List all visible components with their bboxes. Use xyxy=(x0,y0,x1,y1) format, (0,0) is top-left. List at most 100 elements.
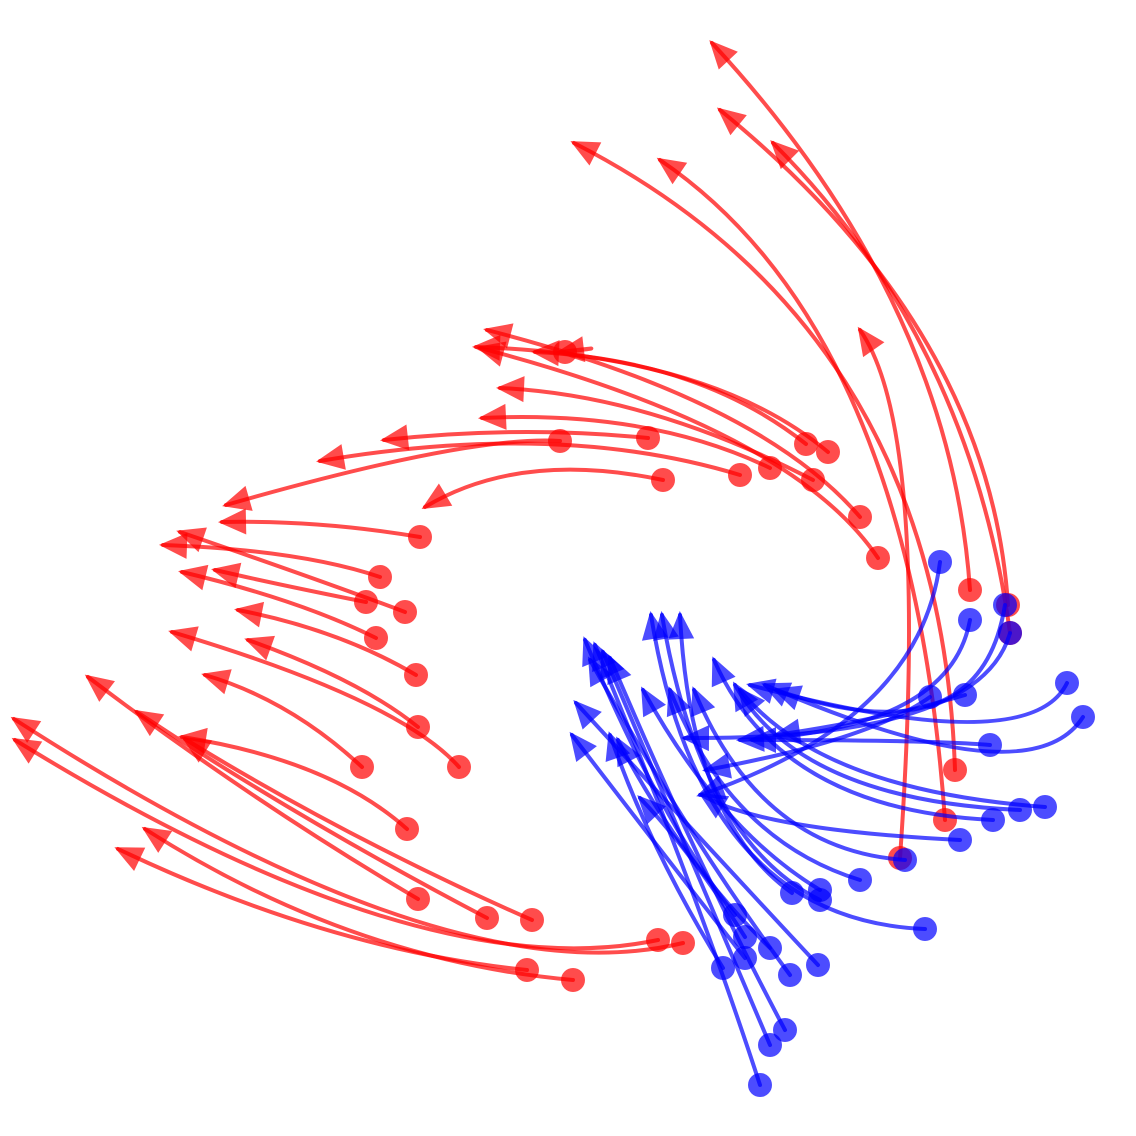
red-trajectory-line xyxy=(13,738,660,951)
red-arrowhead xyxy=(570,141,602,166)
red-start-point xyxy=(794,432,818,456)
red-trajectory xyxy=(244,635,430,739)
red-trajectory-line xyxy=(423,467,665,509)
blue-arrowhead xyxy=(616,736,641,768)
red-start-point xyxy=(758,456,782,480)
red-trajectory xyxy=(709,40,982,602)
blue-start-point xyxy=(1008,798,1032,822)
red-start-point xyxy=(395,817,419,841)
red-start-point xyxy=(520,908,544,932)
red-trajectory-line xyxy=(246,638,420,729)
red-trajectory-line xyxy=(180,735,409,831)
blue-trajectory xyxy=(702,685,942,779)
blue-trajectory xyxy=(711,656,1005,832)
blue-start-point xyxy=(981,808,1005,832)
blue-arrowhead xyxy=(573,700,602,730)
red-trajectory-line xyxy=(382,429,650,442)
blue-trajectory-line xyxy=(583,638,737,917)
red-start-point xyxy=(636,426,660,450)
blue-start-point xyxy=(758,1033,782,1057)
red-trajectory-line xyxy=(236,608,418,677)
red-trajectory xyxy=(141,826,585,992)
blue-arrowhead xyxy=(737,686,766,717)
red-start-point xyxy=(848,505,872,529)
blue-trajectory xyxy=(772,593,1017,714)
blue-trajectory-line xyxy=(593,643,762,1087)
blue-start-point xyxy=(808,878,832,902)
red-trajectory xyxy=(10,716,695,955)
red-trajectory-line xyxy=(183,737,534,922)
red-trajectory-line xyxy=(116,847,529,972)
red-trajectory-line xyxy=(203,673,364,769)
blue-arrowhead xyxy=(696,774,727,800)
blue-arrowhead xyxy=(582,636,607,668)
red-arrowhead xyxy=(556,336,586,363)
blue-arrowhead xyxy=(711,656,736,688)
blue-start-point xyxy=(778,963,802,987)
blue-trajectories xyxy=(569,550,1095,1097)
blue-start-point xyxy=(993,593,1017,617)
red-start-point xyxy=(561,968,585,992)
blue-arrowhead xyxy=(641,686,666,718)
blue-trajectory-line xyxy=(733,683,1022,812)
red-arrowhead xyxy=(244,635,275,661)
blue-start-point xyxy=(733,925,757,949)
red-start-point xyxy=(475,906,499,930)
red-trajectory-line xyxy=(220,519,422,539)
red-arrowhead xyxy=(316,444,346,470)
blue-start-point xyxy=(1055,671,1079,695)
red-trajectory-line xyxy=(12,717,685,955)
red-arrowhead xyxy=(168,626,199,652)
red-arrowhead xyxy=(181,736,213,763)
red-arrowhead xyxy=(211,562,242,589)
blue-trajectory-line xyxy=(704,695,932,772)
blue-arrowhead xyxy=(698,792,730,819)
red-start-point xyxy=(393,600,417,624)
blue-trajectory-line xyxy=(763,683,1085,754)
red-trajectory-line xyxy=(318,441,742,477)
blue-trajectory xyxy=(772,683,977,745)
red-start-point xyxy=(350,755,374,779)
red-arrowhead xyxy=(159,532,188,559)
blue-start-point xyxy=(928,550,952,574)
blue-start-point xyxy=(748,1073,772,1097)
red-start-point xyxy=(728,463,752,487)
blue-start-point xyxy=(948,828,972,852)
blue-start-point xyxy=(758,936,782,960)
blue-trajectory-line xyxy=(608,656,787,1032)
red-arrowhead xyxy=(222,485,253,511)
red-arrowhead xyxy=(496,376,525,403)
blue-start-point xyxy=(958,608,982,632)
blue-arrowhead xyxy=(681,725,710,752)
red-arrowhead xyxy=(478,403,507,430)
red-trajectory xyxy=(211,562,378,614)
blue-arrowhead xyxy=(666,686,691,718)
red-arrowhead xyxy=(176,527,207,553)
blue-start-point xyxy=(978,733,1002,757)
red-trajectory-line xyxy=(143,827,575,982)
red-trajectory xyxy=(133,709,499,930)
blue-trajectory xyxy=(691,686,917,872)
red-arrowhead xyxy=(114,847,146,872)
red-arrowhead xyxy=(770,140,800,170)
blue-trajectory xyxy=(582,636,747,927)
blue-start-point xyxy=(1071,705,1095,729)
red-arrowhead xyxy=(10,716,42,743)
red-start-point xyxy=(515,958,539,982)
red-trajectory-line xyxy=(718,108,1010,607)
blue-arrowhead xyxy=(772,718,802,745)
red-trajectory-line xyxy=(480,415,772,470)
blue-arrowhead xyxy=(772,685,803,711)
red-arrowhead xyxy=(380,424,410,451)
red-trajectory-line xyxy=(180,570,378,640)
red-arrowhead xyxy=(201,669,232,695)
red-trajectory-line xyxy=(858,328,911,860)
blue-trajectory xyxy=(696,550,952,800)
red-trajectory xyxy=(380,424,660,451)
blue-start-point xyxy=(953,683,977,707)
blue-trajectory-line xyxy=(641,688,822,892)
red-start-point xyxy=(406,715,430,739)
blue-arrowhead xyxy=(748,727,776,753)
blue-trajectory-line xyxy=(738,688,1047,809)
red-trajectory xyxy=(316,441,752,487)
